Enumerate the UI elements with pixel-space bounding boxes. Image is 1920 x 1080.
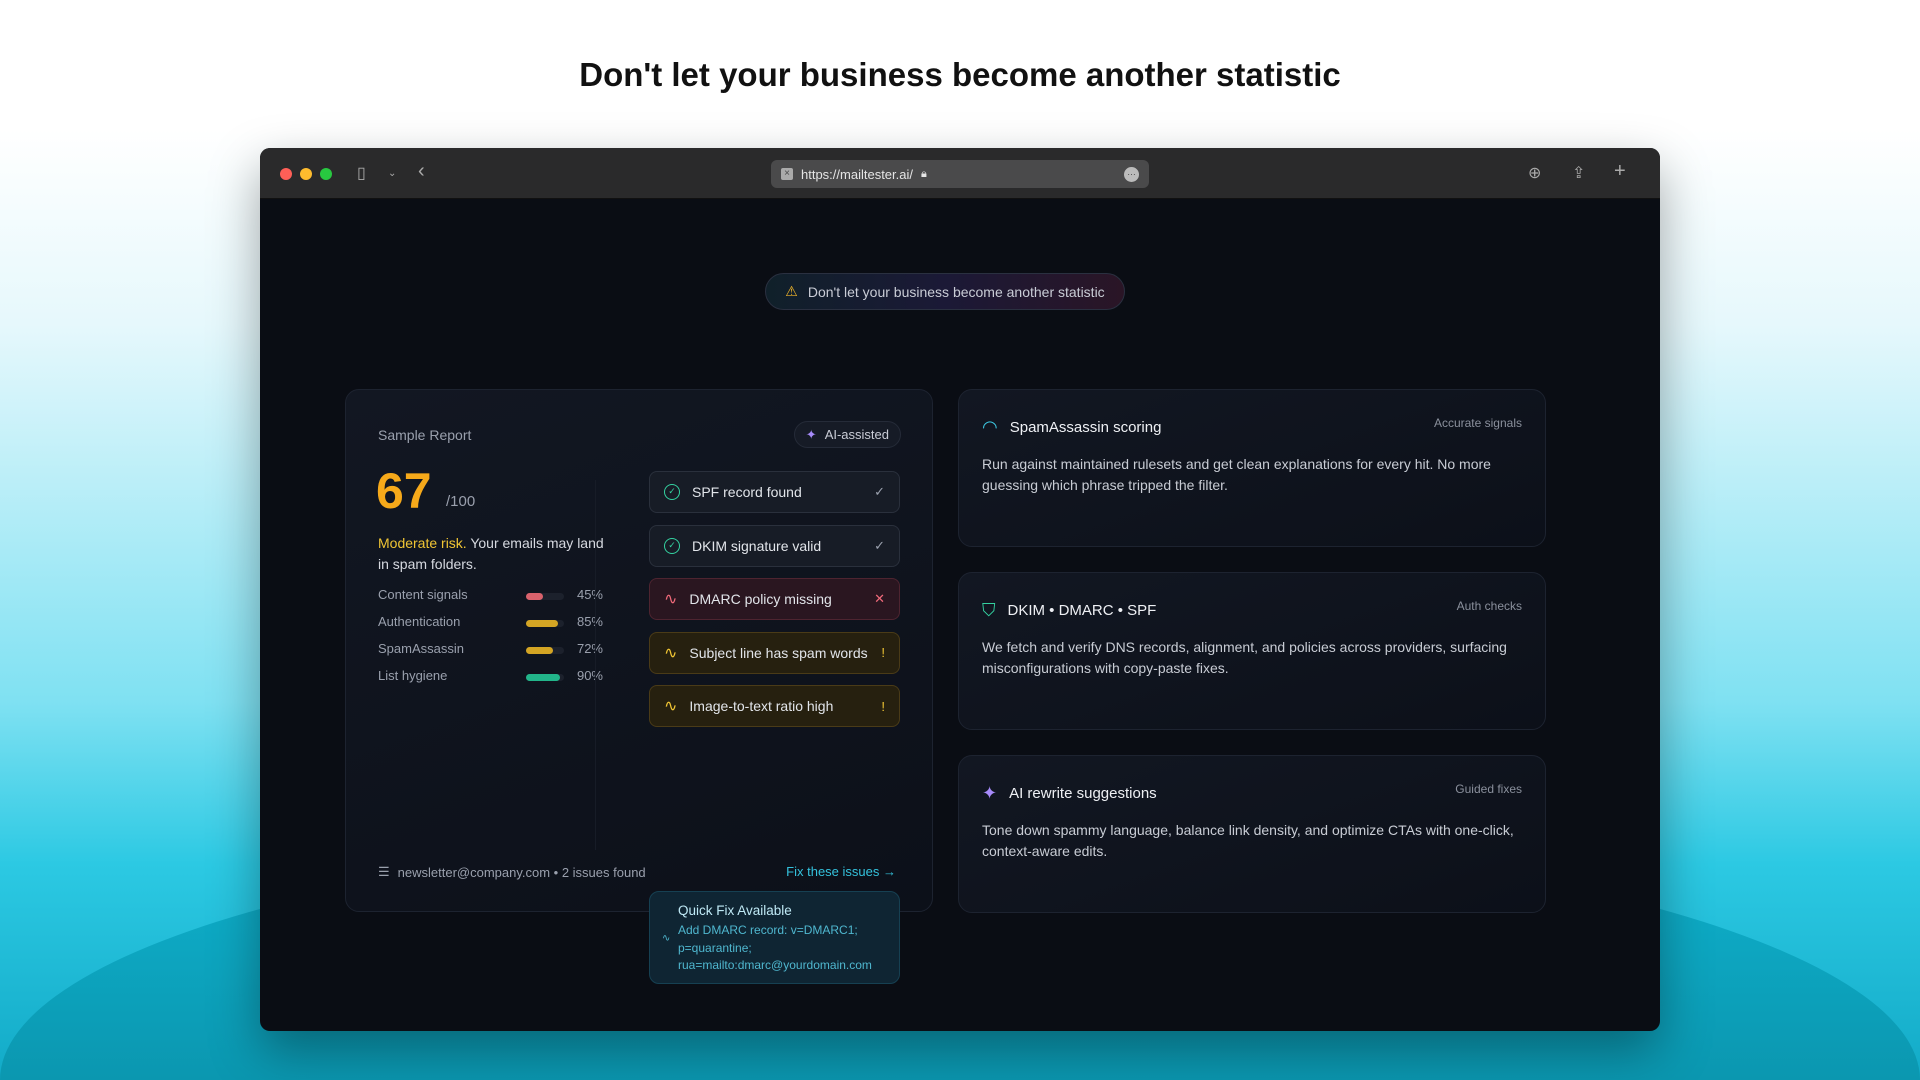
tab-close-icon[interactable]: × (781, 168, 793, 180)
risk-summary: Moderate risk. Your emails may land in s… (378, 533, 608, 575)
metric-row: SpamAssassin 72% (378, 641, 603, 661)
metric-pct: 90% (576, 668, 603, 683)
check-label: Subject line has spam words (689, 644, 868, 661)
minimize-window-button[interactable] (300, 168, 312, 180)
share-icon[interactable]: ⇪ (1572, 165, 1586, 182)
metric-pct: 45% (576, 587, 603, 602)
metric-label: Authentication (378, 614, 461, 629)
feature-title: DKIM • DMARC • SPF (1007, 602, 1157, 619)
feature-tag: Accurate signals (1433, 416, 1522, 430)
check-item[interactable]: ✓ DKIM signature valid ✓ (649, 524, 900, 567)
url-text: https://mailtester.ai/ (801, 166, 913, 182)
divider (595, 480, 596, 850)
feature-desc: We fetch and verify DNS records, alignme… (982, 639, 1507, 676)
feature-desc: Run against maintained rulesets and get … (982, 456, 1491, 493)
check-label: DMARC policy missing (689, 591, 832, 608)
metric-label: List hygiene (378, 668, 448, 683)
quick-fix-body: Add DMARC record: v=DMARC1; p=quarantine… (678, 923, 872, 972)
report-title: Sample Report (378, 427, 472, 443)
sample-report-card: Sample Report ✦ AI-assisted 67 /100 Moder… (345, 389, 933, 984)
feature-card: ✦ AI rewrite suggestions Guided fixes Tone … (958, 755, 1546, 913)
report-footer: ☰ newsletter@company.com • 2 issues found (378, 864, 646, 880)
metric-bar-fill (526, 593, 544, 600)
more-icon[interactable]: … (1124, 166, 1139, 182)
check-item[interactable]: ∿ Subject line has spam words! (649, 631, 900, 674)
metric-label: SpamAssassin (378, 641, 464, 656)
lock-icon: 🔒︎ (921, 167, 927, 180)
risk-text: Your emails may land in spam folders. (378, 535, 604, 572)
pulse-icon: ∿ (662, 933, 671, 944)
check-status-mark: ✓ (874, 484, 885, 499)
warning-icon: ⚠ (785, 283, 798, 299)
metric-pct: 72% (576, 641, 603, 656)
arrow-right-icon: → (883, 864, 896, 879)
sparkles-icon: ✦ (982, 783, 998, 803)
score-value: 67 (376, 463, 432, 519)
fix-link-label: Fix these issues (786, 864, 880, 879)
check-item[interactable]: ∿ DMARC policy missing ✕ (649, 578, 900, 621)
quick-fix-box: ∿ Quick Fix Available Add DMARC record: … (649, 891, 900, 984)
check-status-mark: ! (881, 698, 885, 714)
check-circle-icon: ✓ (664, 537, 680, 554)
check-status-mark: ! (881, 645, 885, 661)
score-max: /100 (446, 493, 476, 510)
browser-window: ▯ ⌄ ‹ × https://mailtester.ai/ 🔒︎ … ⊕ ⇪ … (260, 148, 1660, 1031)
check-label: SPF record found (692, 484, 802, 500)
metric-row: Content signals 45% (378, 587, 603, 607)
browser-toolbar: ▯ ⌄ ‹ × https://mailtester.ai/ 🔒︎ … ⊕ ⇪ … (260, 148, 1660, 199)
download-icon[interactable]: ⊕ (1528, 165, 1542, 182)
chevron-down-icon[interactable]: ⌄ (388, 168, 397, 179)
metric-pct: 85% (576, 614, 603, 629)
feature-tag: Guided fixes (1455, 782, 1522, 796)
feature-title: SpamAssassin scoring (1009, 419, 1162, 436)
banner-text: Don't let your business become another s… (807, 283, 1105, 300)
check-status-mark: ✓ (874, 537, 885, 553)
metric-label: Content signals (378, 587, 468, 602)
metric-bar-fill (526, 647, 554, 654)
metric-bar (526, 647, 564, 654)
feature-card: ⛉ DKIM • DMARC • SPF Auth checks We fetch a… (958, 572, 1546, 730)
metric-bar-fill (526, 674, 561, 681)
pulse-icon: ∿ (664, 644, 678, 662)
maximize-window-button[interactable] (320, 168, 332, 180)
check-item[interactable]: ∿ Image-to-text ratio high! (649, 685, 900, 728)
sparkles-icon: ✦ (805, 426, 817, 442)
feature-card: ◠ SpamAssassin scoring Accurate signals Run… (958, 389, 1546, 547)
address-bar[interactable]: × https://mailtester.ai/ 🔒︎ … (771, 160, 1149, 188)
back-icon[interactable]: ‹ (418, 160, 425, 182)
sidebar-toggle-icon[interactable]: ▯ (357, 165, 366, 182)
metric-bar (526, 674, 564, 681)
risk-label: Moderate risk. (378, 535, 467, 551)
shield-check-icon: ⛉ (982, 600, 996, 620)
server-icon: ☰ (378, 864, 390, 879)
feature-desc: Tone down spammy language, balance link … (982, 822, 1514, 859)
feature-tag: Auth checks (1456, 599, 1522, 613)
check-label: DKIM signature valid (692, 537, 822, 554)
metric-bar (526, 593, 564, 600)
close-window-button[interactable] (280, 168, 292, 180)
badge-label: AI-assisted (824, 427, 889, 442)
page-headline: Don't let your business become another s… (579, 56, 1341, 93)
quick-fix-title: Quick Fix Available (678, 903, 792, 918)
gauge-icon: ◠ (982, 417, 998, 437)
fix-issues-link[interactable]: Fix these issues → (786, 864, 896, 879)
metric-bar (526, 620, 564, 627)
metric-row: List hygiene 90% (378, 668, 603, 688)
metric-bar-fill (526, 620, 559, 627)
check-item[interactable]: ✓ SPF record found ✓ (649, 471, 900, 513)
pulse-icon: ∿ (664, 591, 678, 609)
ai-assisted-badge: ✦ AI-assisted (793, 421, 901, 448)
check-label: Image-to-text ratio high (689, 698, 834, 715)
check-circle-icon: ✓ (664, 484, 680, 500)
warning-banner: ⚠ Don't let your business become another… (765, 273, 1125, 310)
footer-text: newsletter@company.com • 2 issues found (397, 864, 646, 880)
new-tab-icon[interactable]: + (1614, 160, 1626, 182)
pulse-icon: ∿ (664, 698, 678, 716)
check-status-mark: ✕ (874, 591, 885, 607)
feature-title: AI rewrite suggestions (1009, 785, 1157, 802)
metric-row: Authentication 85% (378, 614, 603, 634)
